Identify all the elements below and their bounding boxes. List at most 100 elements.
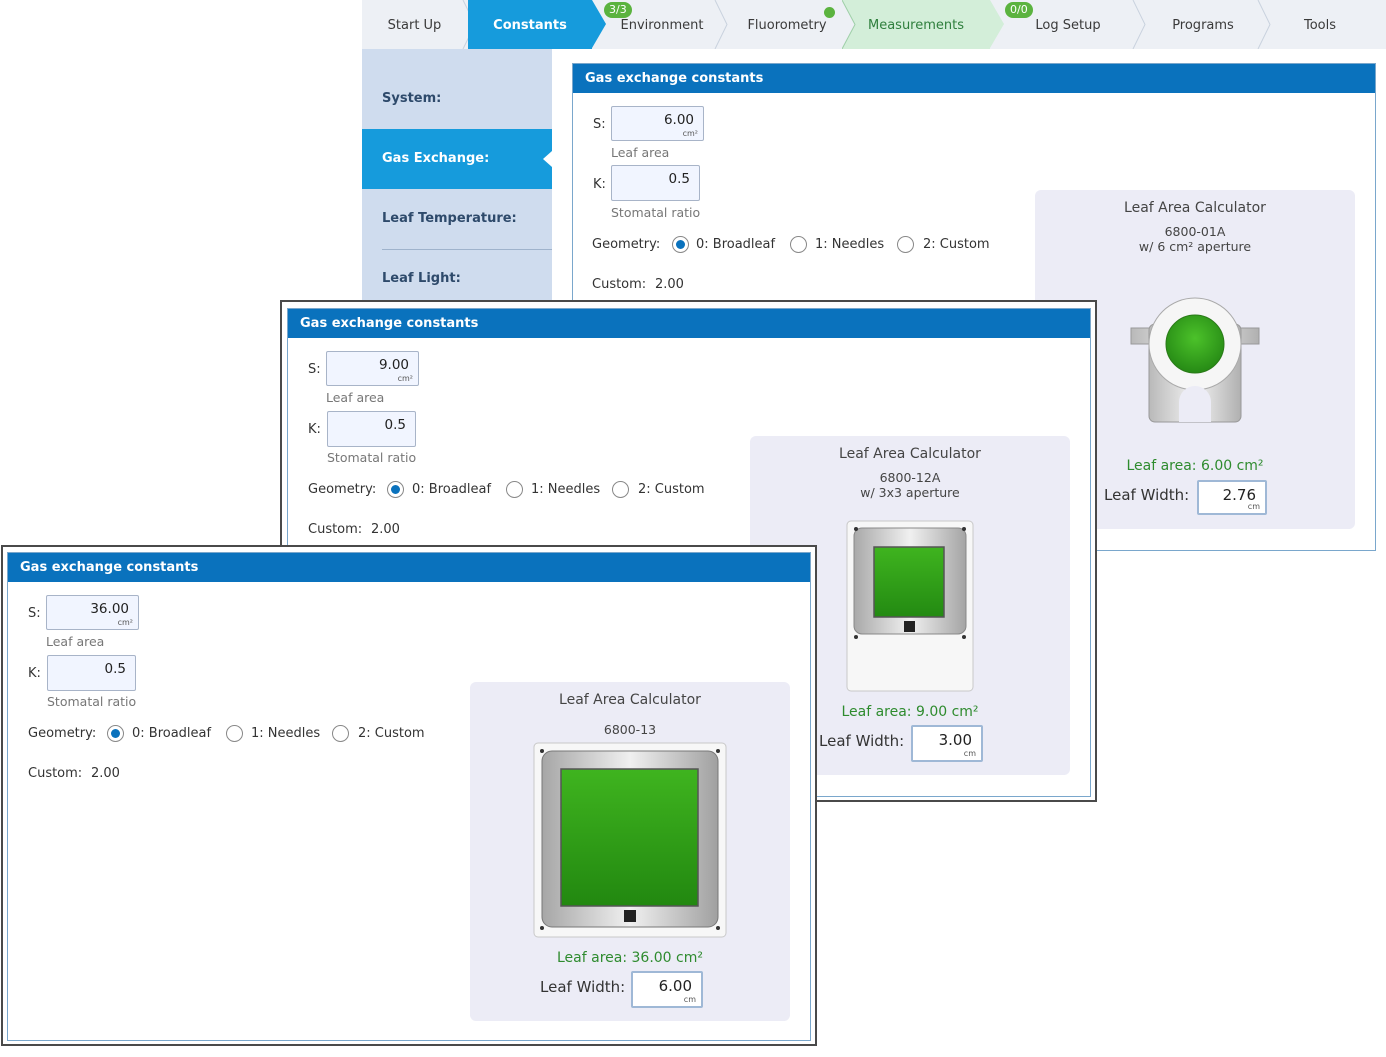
- calculator-model: 6800-12A: [879, 470, 941, 485]
- calculator-title: Leaf Area Calculator: [559, 692, 701, 708]
- geometry-needles-radio[interactable]: [226, 725, 243, 742]
- sidebar-item-gas-exchange[interactable]: Gas Exchange:: [362, 129, 552, 189]
- s-label: S:: [28, 606, 41, 621]
- geometry-label: Geometry:: [592, 237, 661, 252]
- tab-separator: [1132, 0, 1146, 49]
- geometry-custom-radio[interactable]: [332, 725, 349, 742]
- k-value: 0.5: [384, 417, 406, 433]
- leaf-width-label: Leaf Width:: [1104, 486, 1190, 504]
- s-label: S:: [308, 362, 321, 377]
- leaf-width-input[interactable]: 2.76 cm: [1197, 480, 1267, 515]
- s-value: 6.00: [663, 112, 694, 128]
- geometry-needles-label: 1: Needles: [251, 726, 321, 741]
- leaf-area-readout: Leaf area: 9.00 cm²: [841, 704, 979, 720]
- tab-environment-label: Environment: [620, 18, 704, 33]
- leaf-area-readout: Leaf area: 6.00 cm²: [1126, 458, 1264, 474]
- sidebar-item-label: Gas Exchange:: [382, 151, 490, 166]
- geometry-custom-radio[interactable]: [612, 481, 629, 498]
- tab-constants-label: Constants: [493, 18, 567, 33]
- geometry-needles-radio[interactable]: [506, 481, 523, 498]
- sidebar-item-label: Leaf Temperature:: [382, 211, 517, 226]
- geometry-needles-radio[interactable]: [790, 236, 807, 253]
- geometry-broadleaf-radio[interactable]: [387, 481, 404, 498]
- calculator-model: 6800-13: [603, 722, 657, 737]
- custom-label: Custom:: [28, 766, 83, 781]
- panel-title: Gas exchange constants: [573, 64, 1375, 93]
- gas-exchange-window-36cm: Gas exchange constants S: 36.00 cm² Leaf…: [1, 545, 817, 1046]
- geometry-label: Geometry:: [28, 726, 97, 741]
- k-input[interactable]: 0.5: [611, 165, 700, 201]
- tab-fluorometry[interactable]: Fluorometry: [728, 0, 846, 49]
- active-indicator: [543, 151, 552, 167]
- s-unit: cm²: [117, 618, 133, 627]
- k-caption: Stomatal ratio: [327, 450, 417, 465]
- sidebar-item-leaf-light[interactable]: Leaf Light:: [362, 249, 552, 309]
- fluorometry-status-dot: [824, 7, 835, 18]
- calculator-model: 6800-01A: [1164, 224, 1226, 239]
- tab-environment[interactable]: Environment: [606, 0, 718, 49]
- tab-constants[interactable]: Constants: [468, 0, 592, 49]
- k-label: K:: [28, 666, 41, 681]
- square-3x3-chamber-icon: [846, 520, 974, 692]
- leaf-width-input[interactable]: 3.00 cm: [911, 725, 983, 762]
- large-square-chamber-icon: [533, 742, 727, 938]
- s-label: S:: [593, 117, 606, 132]
- tab-programs-label: Programs: [1172, 18, 1234, 33]
- leaf-width-value: 2.76: [1222, 486, 1256, 504]
- tab-separator: [714, 0, 728, 49]
- s-caption: Leaf area: [326, 390, 385, 405]
- sidebar-item-leaf-temperature[interactable]: Leaf Temperature:: [362, 189, 552, 249]
- calculator-title: Leaf Area Calculator: [839, 446, 981, 462]
- leaf-width-label: Leaf Width:: [540, 978, 626, 996]
- k-value: 0.5: [104, 661, 126, 677]
- calculator-aperture: w/ 6 cm² aperture: [1138, 239, 1252, 254]
- s-input[interactable]: 6.00 cm²: [611, 106, 704, 141]
- geometry-custom-label: 2: Custom: [638, 482, 705, 497]
- geometry-needles-label: 1: Needles: [531, 482, 601, 497]
- leaf-width-value: 6.00: [658, 977, 692, 995]
- tab-programs[interactable]: Programs: [1144, 0, 1262, 49]
- k-input[interactable]: 0.5: [327, 411, 416, 447]
- calculator-aperture: w/ 3x3 aperture: [860, 485, 960, 500]
- measurements-badge: 0/0: [1005, 2, 1033, 18]
- k-label: K:: [593, 177, 606, 192]
- custom-value: 2.00: [655, 277, 684, 292]
- geometry-broadleaf-label: 0: Broadleaf: [412, 482, 492, 497]
- leaf-width-input[interactable]: 6.00 cm: [631, 971, 703, 1008]
- tab-log-setup[interactable]: Log Setup: [1006, 0, 1130, 49]
- s-caption: Leaf area: [46, 634, 105, 649]
- gas-exchange-panel-36cm: Gas exchange constants S: 36.00 cm² Leaf…: [7, 552, 811, 1041]
- geometry-broadleaf-radio[interactable]: [672, 236, 689, 253]
- geometry-custom-radio[interactable]: [897, 236, 914, 253]
- s-input[interactable]: 9.00 cm²: [326, 351, 419, 386]
- tab-tools[interactable]: Tools: [1270, 0, 1370, 49]
- s-caption: Leaf area: [611, 145, 670, 160]
- sidebar-item-label: Leaf Light:: [382, 271, 461, 286]
- sidebar-item-label: System:: [382, 91, 442, 106]
- k-caption: Stomatal ratio: [611, 205, 701, 220]
- calculator-title: Leaf Area Calculator: [1124, 200, 1266, 216]
- custom-value: 2.00: [91, 766, 120, 781]
- environment-badge: 3/3: [604, 2, 632, 18]
- s-value: 36.00: [90, 601, 129, 617]
- top-tab-bar: Start Up Constants Environment 3/3 Fluor…: [362, 0, 1386, 49]
- round-aperture-chamber-icon: [1130, 297, 1260, 423]
- k-input[interactable]: 0.5: [47, 655, 136, 691]
- k-label: K:: [308, 422, 321, 437]
- geometry-broadleaf-label: 0: Broadleaf: [696, 237, 776, 252]
- tab-measurements-arrow: [990, 0, 1004, 48]
- sidebar-item-system[interactable]: System:: [362, 69, 552, 129]
- tab-start-up-label: Start Up: [387, 18, 442, 33]
- custom-label: Custom:: [592, 277, 647, 292]
- tab-measurements-notch: [842, 0, 856, 49]
- geometry-broadleaf-radio[interactable]: [107, 725, 124, 742]
- tab-log-setup-label: Log Setup: [1035, 18, 1101, 33]
- s-input[interactable]: 36.00 cm²: [46, 595, 139, 630]
- geometry-broadleaf-label: 0: Broadleaf: [132, 726, 212, 741]
- tab-measurements[interactable]: Measurements: [842, 0, 990, 49]
- tab-fluorometry-label: Fluorometry: [747, 18, 827, 33]
- panel-title: Gas exchange constants: [8, 553, 810, 582]
- sidebar-divider: [382, 249, 552, 250]
- tab-start-up[interactable]: Start Up: [362, 0, 467, 49]
- s-unit: cm²: [397, 374, 413, 383]
